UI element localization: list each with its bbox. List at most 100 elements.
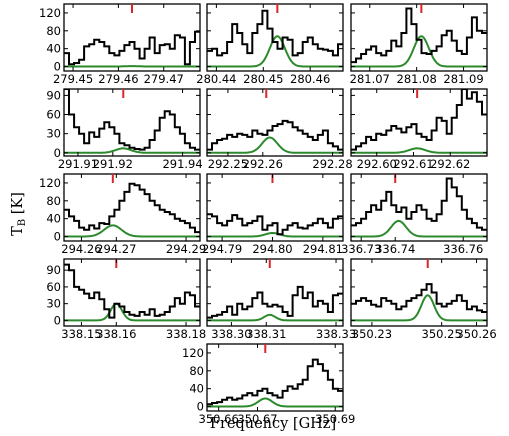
panel-frame <box>206 173 344 242</box>
y-tick-label: 120 <box>39 6 61 20</box>
x-tick-label: 279.47 <box>144 72 184 86</box>
x-tick-label: 338.16 <box>96 327 136 341</box>
x-tick-label: 280.45 <box>243 72 283 86</box>
y-tick-label: 0 <box>54 313 61 327</box>
chart-panel-1: 279.45 279.46 279.47 0 40 80 120 <box>39 3 201 86</box>
panel-frame <box>206 88 344 157</box>
spectrum-line <box>351 89 487 151</box>
spectrum-line <box>207 213 343 236</box>
x-tick-label: 279.45 <box>53 72 93 86</box>
x-tick-label: 292.60 <box>357 157 397 171</box>
x-tick-label: 338.33 <box>316 327 356 341</box>
x-axis-label: Frequency [GHz] <box>210 416 336 432</box>
chart-panel-2: 280.44 280.45 280.46 <box>196 3 344 86</box>
x-tick-label: 336.74 <box>375 242 415 256</box>
x-tick-label: 291.92 <box>93 157 133 171</box>
spectrum-line <box>207 285 343 319</box>
fit-curve <box>351 294 487 322</box>
spectrum-line <box>207 9 343 57</box>
x-tick-label: 338.31 <box>246 327 286 341</box>
fit-curve <box>207 397 343 408</box>
fit-curve <box>207 313 343 322</box>
x-tick-label: 292.25 <box>208 157 248 171</box>
y-tick-label: 90 <box>46 88 61 102</box>
x-tick-label: 281.08 <box>397 72 437 86</box>
fit-curve <box>351 147 487 154</box>
panel-frame <box>350 258 488 327</box>
x-tick-label: 292.28 <box>312 157 352 171</box>
x-tick-label: 294.29 <box>166 242 206 256</box>
panel-frame <box>63 258 201 327</box>
y-tick-label: 120 <box>39 176 61 190</box>
spectrum-line <box>351 283 487 313</box>
fit-curve <box>351 219 487 238</box>
y-tick-label: 0 <box>54 230 61 244</box>
x-tick-label: 292.62 <box>430 157 470 171</box>
y-tick-label: 0 <box>54 146 61 160</box>
x-tick-label: 350.25 <box>422 327 462 341</box>
x-tick-label: 280.46 <box>290 72 330 86</box>
fit-curve <box>207 35 343 68</box>
y-tick-label: 30 <box>46 297 61 311</box>
spectrum-line <box>64 182 200 234</box>
y-tick-label: 40 <box>46 212 61 226</box>
y-tick-label: 30 <box>46 127 61 141</box>
x-tick-label: 350.67 <box>237 412 277 426</box>
x-tick-label: 294.81 <box>303 242 343 256</box>
panel-frame <box>206 343 344 412</box>
y-tick-label: 60 <box>46 280 61 294</box>
x-tick-label: 294.79 <box>202 242 242 256</box>
x-tick-label: 350.69 <box>315 412 355 426</box>
x-tick-label: 292.61 <box>393 157 433 171</box>
chart-panel-8: 294.79 294.80 294.81 <box>202 173 344 256</box>
y-tick-label: 0 <box>54 60 61 74</box>
panel-frame <box>206 258 344 327</box>
y-tick-label: 120 <box>182 346 204 360</box>
chart-panel-3: 281.07 281.08 281.09 <box>350 3 488 86</box>
panel-frame <box>350 3 488 72</box>
y-tick-label: 80 <box>189 364 204 378</box>
x-tick-label: 336.73 <box>341 242 381 256</box>
x-tick-label: 350.66 <box>199 412 239 426</box>
fit-curve <box>64 302 200 322</box>
x-tick-label: 338.15 <box>61 327 101 341</box>
x-tick-label: 292.26 <box>243 157 283 171</box>
x-tick-label: 350.26 <box>456 327 496 341</box>
x-tick-label: 281.09 <box>443 72 483 86</box>
x-tick-label: 294.80 <box>252 242 292 256</box>
spectrum-line <box>64 30 200 66</box>
spectrum-line <box>64 89 200 151</box>
y-axis-label: TB [K] <box>10 192 28 236</box>
x-tick-label: 279.46 <box>98 72 138 86</box>
spectrum-line <box>64 263 200 319</box>
y-tick-label: 80 <box>46 194 61 208</box>
x-tick-label: 291.91 <box>58 157 98 171</box>
spectrum-line <box>207 358 343 406</box>
x-tick-label: 336.76 <box>443 242 483 256</box>
y-tick-label: 60 <box>46 108 61 122</box>
spectrum-line <box>207 119 343 151</box>
y-tick-label: 0 <box>197 400 204 414</box>
x-tick-label: 294.27 <box>96 242 136 256</box>
panel-frame <box>63 88 201 157</box>
y-tick-label: 40 <box>46 42 61 56</box>
fit-curve <box>64 224 200 238</box>
y-tick-label: 80 <box>46 24 61 38</box>
fit-curve <box>351 35 487 68</box>
x-tick-label: 294.26 <box>61 242 101 256</box>
fit-curve <box>64 147 200 154</box>
y-tick-label: 90 <box>46 263 61 277</box>
x-tick-label: 291.94 <box>162 157 202 171</box>
x-tick-label: 338.18 <box>166 327 206 341</box>
panel-frame <box>350 88 488 157</box>
fit-curve <box>207 232 343 238</box>
